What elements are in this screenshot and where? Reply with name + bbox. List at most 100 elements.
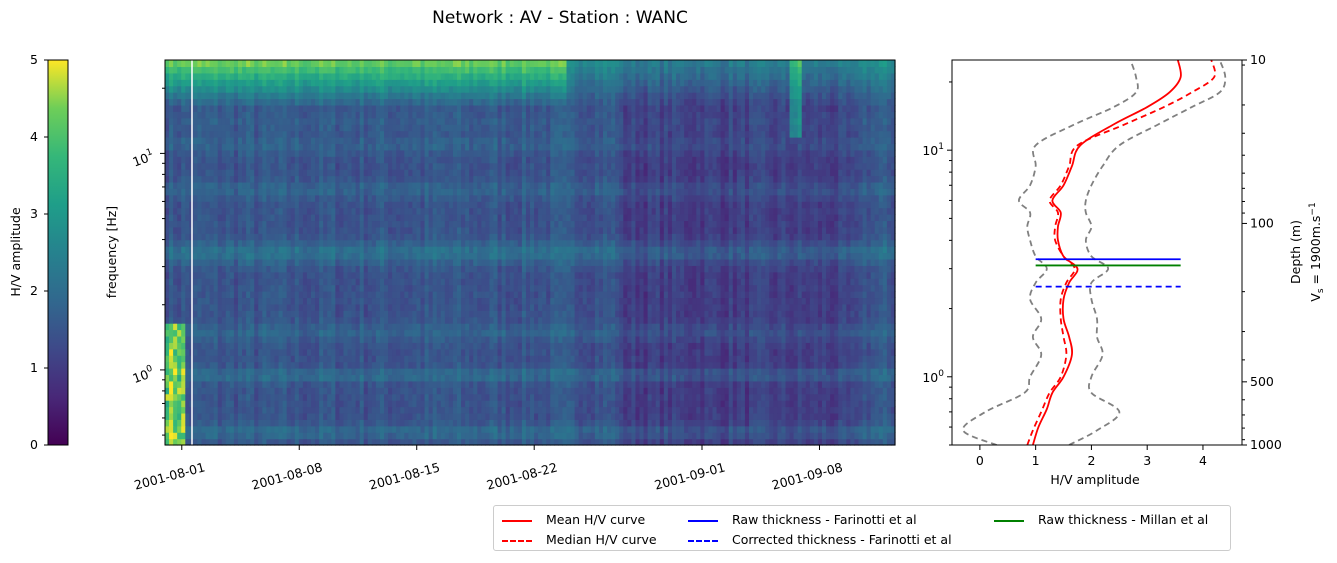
heatmap-cell xyxy=(558,374,564,382)
heatmap-cell xyxy=(432,303,438,311)
heatmap-cell xyxy=(420,316,426,324)
heatmap-cell xyxy=(627,425,632,433)
heatmap-cell xyxy=(866,291,872,299)
heatmap-cell xyxy=(546,342,551,350)
heatmap-cell xyxy=(262,329,267,337)
heatmap-cell xyxy=(712,348,718,356)
heatmap-cell xyxy=(363,425,369,433)
heatmap-cell xyxy=(250,412,255,420)
heatmap-cell xyxy=(809,284,815,292)
heatmap-cell xyxy=(765,310,770,318)
heatmap-cell xyxy=(509,355,515,363)
heatmap-cell xyxy=(286,271,292,279)
heatmap-cell xyxy=(217,406,223,414)
heatmap-cell xyxy=(339,393,345,401)
heatmap-cell xyxy=(465,438,470,446)
heatmap-cell xyxy=(436,335,442,343)
heatmap-cell xyxy=(493,393,499,401)
heatmap-cell xyxy=(173,400,178,408)
heatmap-cell xyxy=(607,297,612,305)
heatmap-cell xyxy=(534,329,539,337)
heatmap-cell xyxy=(266,374,272,382)
heatmap-cell xyxy=(185,271,190,279)
heatmap-cell xyxy=(765,355,770,363)
heatmap-cell xyxy=(319,355,324,363)
heatmap-cell xyxy=(339,271,345,279)
heatmap-cell xyxy=(676,291,681,299)
heatmap-cell xyxy=(457,374,462,382)
heatmap-cell xyxy=(773,297,778,305)
heatmap-cell xyxy=(185,361,190,369)
heatmap-cell xyxy=(862,374,868,382)
heatmap-cell xyxy=(793,271,799,279)
heatmap-cell xyxy=(201,419,207,427)
heatmap-cell xyxy=(671,335,677,343)
heatmap-cell xyxy=(294,432,300,440)
heatmap-cell xyxy=(838,271,843,279)
heatmap-cell xyxy=(842,425,847,433)
heatmap-cell xyxy=(485,265,491,273)
heatmap-cell xyxy=(692,323,697,331)
heatmap-cell xyxy=(830,432,835,440)
heatmap-cell xyxy=(708,380,714,388)
heatmap-cell xyxy=(676,419,681,427)
heatmap-cell xyxy=(201,303,207,311)
heatmap-cell xyxy=(550,400,555,408)
heatmap-cell xyxy=(607,303,612,311)
heatmap-cell xyxy=(542,323,547,331)
heatmap-cell xyxy=(457,278,462,286)
heatmap-cell xyxy=(659,380,665,388)
heatmap-cell xyxy=(659,425,665,433)
heatmap-cell xyxy=(221,271,227,279)
heatmap-cell xyxy=(570,361,576,369)
heatmap-cell xyxy=(331,316,336,324)
heatmap-cell xyxy=(623,323,628,331)
heatmap-cell xyxy=(355,303,361,311)
heatmap-cell xyxy=(846,419,851,427)
heatmap-cell xyxy=(311,310,316,318)
heatmap-cell xyxy=(497,432,503,440)
heatmap-cell xyxy=(221,329,227,337)
heatmap-cell xyxy=(416,361,422,369)
heatmap-cell xyxy=(716,278,722,286)
heatmap-cell xyxy=(534,355,539,363)
heatmap-cell xyxy=(586,393,592,401)
heatmap-cell xyxy=(375,368,381,376)
heatmap-cell xyxy=(209,323,215,331)
heatmap-cell xyxy=(225,393,231,401)
heatmap-cell xyxy=(769,432,774,440)
heatmap-cell xyxy=(412,329,418,337)
heatmap-cell xyxy=(428,412,434,420)
heatmap-cell xyxy=(432,310,438,318)
heatmap-cell xyxy=(586,297,592,305)
heatmap-cell xyxy=(311,335,316,343)
heatmap-cell xyxy=(225,400,231,408)
heatmap-cell xyxy=(331,291,336,299)
heatmap-cell xyxy=(882,387,888,395)
heatmap-cell xyxy=(627,387,632,395)
heatmap-cell xyxy=(846,425,851,433)
heatmap-cell xyxy=(627,348,632,356)
heatmap-cell xyxy=(611,278,616,286)
heatmap-cell xyxy=(862,361,868,369)
heatmap-cell xyxy=(165,374,170,382)
heatmap-cell xyxy=(193,374,199,382)
heatmap-cell xyxy=(315,361,320,369)
heatmap-cell xyxy=(379,284,385,292)
heatmap-cell xyxy=(347,329,353,337)
heatmap-cell xyxy=(554,303,559,311)
heatmap-cell xyxy=(367,342,373,350)
heatmap-cell xyxy=(728,361,734,369)
heatmap-cell xyxy=(262,412,267,420)
heatmap-cell xyxy=(452,348,458,356)
heatmap-cell xyxy=(684,387,689,395)
heatmap-cell xyxy=(647,329,653,337)
heatmap-cell xyxy=(558,303,564,311)
heatmap-cell xyxy=(546,271,551,279)
heatmap-cell xyxy=(761,412,766,420)
heatmap-cell xyxy=(233,284,239,292)
heatmap-cell xyxy=(448,316,454,324)
heatmap-cell xyxy=(306,348,312,356)
heatmap-cell xyxy=(623,348,628,356)
heatmap-cell xyxy=(862,387,868,395)
